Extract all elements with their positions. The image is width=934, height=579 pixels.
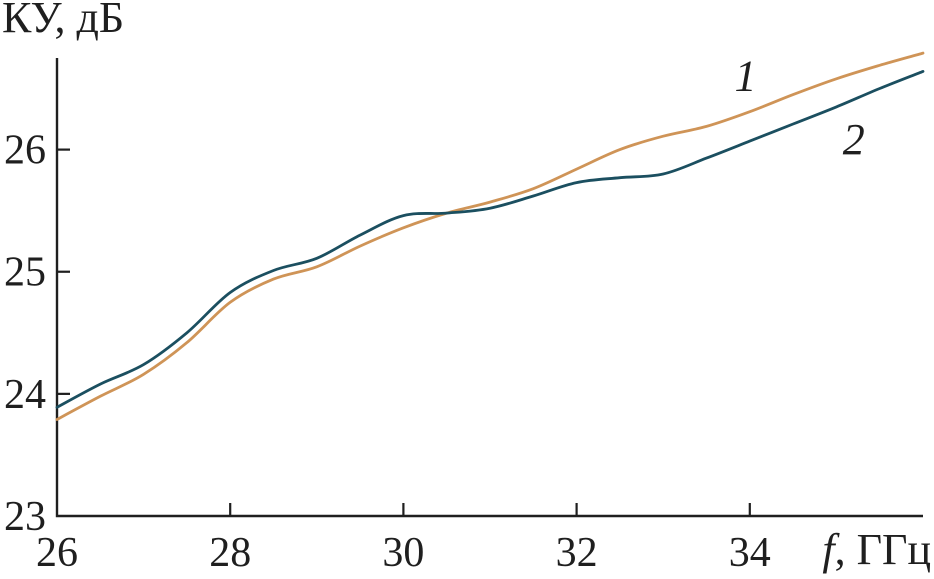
x-tick-label: 28	[209, 530, 251, 576]
series-1-line	[55, 51, 925, 421]
x-tick-label: 30	[382, 530, 424, 576]
x-tick-label: 26	[36, 530, 78, 576]
series-2-line	[55, 70, 925, 409]
y-axis-title: КУ, дБ	[2, 0, 125, 42]
series-1-label: 1	[734, 51, 756, 100]
x-axis-label-units: , ГГц	[834, 525, 931, 574]
y-tick-label: 26	[4, 128, 46, 174]
x-axis-label: f, ГГц	[822, 528, 931, 572]
series-2-label: 2	[843, 115, 865, 164]
x-tick-label: 34	[729, 530, 771, 576]
y-tick-label: 23	[4, 494, 46, 540]
x-tick-label: 32	[556, 530, 598, 576]
y-tick-label: 25	[4, 250, 46, 296]
y-tick-label: 24	[4, 372, 46, 418]
x-axis-label-variable: f	[822, 525, 835, 574]
axes	[55, 58, 923, 518]
